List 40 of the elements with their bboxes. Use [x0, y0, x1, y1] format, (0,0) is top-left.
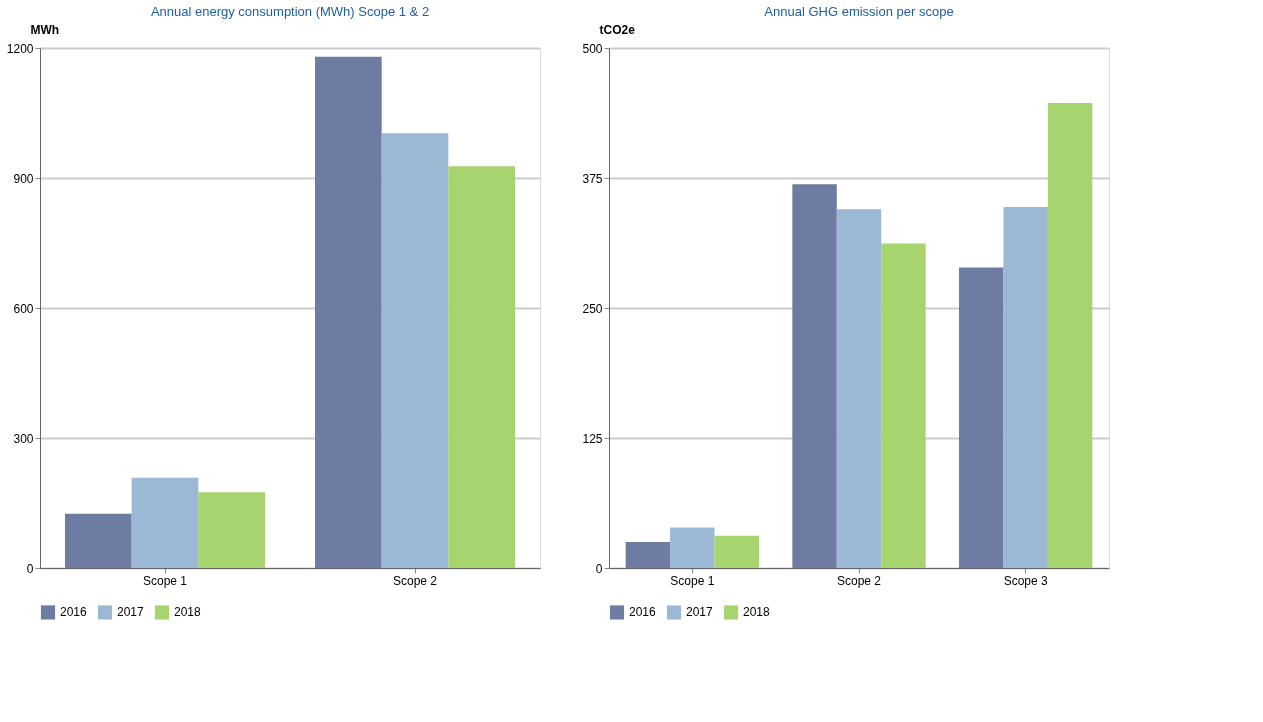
bar — [381, 133, 449, 568]
y-tick-label: 600 — [13, 301, 34, 316]
y-tick-label: 0 — [26, 561, 34, 576]
chart-title: Annual GHG emission per scope — [764, 4, 954, 19]
x-tick-label: Scope 2 — [836, 573, 882, 588]
y-tick-label: 375 — [582, 171, 603, 186]
bar — [131, 477, 199, 568]
bar — [714, 535, 759, 568]
x-tick-label: Scope 1 — [670, 573, 715, 588]
legend-label: 2018 — [743, 605, 771, 620]
y-axis-title: tCO2e — [599, 22, 636, 37]
x-tick-label: Scope 1 — [142, 573, 188, 588]
y-tick-label: 125 — [582, 431, 603, 446]
bar — [1003, 207, 1048, 568]
y-tick-label: 900 — [13, 171, 34, 186]
x-tick-label: Scope 3 — [1003, 573, 1048, 588]
x-tick-label: Scope 2 — [392, 573, 438, 588]
bar — [625, 542, 671, 568]
y-tick-label: 0 — [595, 561, 603, 576]
legend-label: 2017 — [117, 605, 145, 620]
bar — [198, 492, 265, 568]
bar — [959, 267, 1004, 568]
y-tick-label: 250 — [582, 301, 603, 316]
y-tick-label: 300 — [13, 431, 34, 446]
bar — [65, 513, 132, 568]
legend-label: 2016 — [629, 605, 657, 620]
legend-label: 2018 — [174, 605, 202, 620]
y-tick-label: 1200 — [6, 41, 34, 56]
bar — [836, 209, 882, 568]
bar — [792, 184, 837, 568]
legend-label: 2017 — [686, 605, 714, 620]
bar — [881, 243, 926, 568]
y-tick-label: 500 — [582, 41, 603, 56]
bar — [315, 56, 382, 568]
y-axis-title: MWh — [30, 22, 60, 37]
bar — [448, 166, 515, 568]
legend-label: 2016 — [60, 605, 88, 620]
chart-title: Annual energy consumption (MWh) Scope 1 & 2 — [150, 4, 430, 19]
bar — [670, 527, 715, 568]
bar — [1047, 103, 1093, 568]
